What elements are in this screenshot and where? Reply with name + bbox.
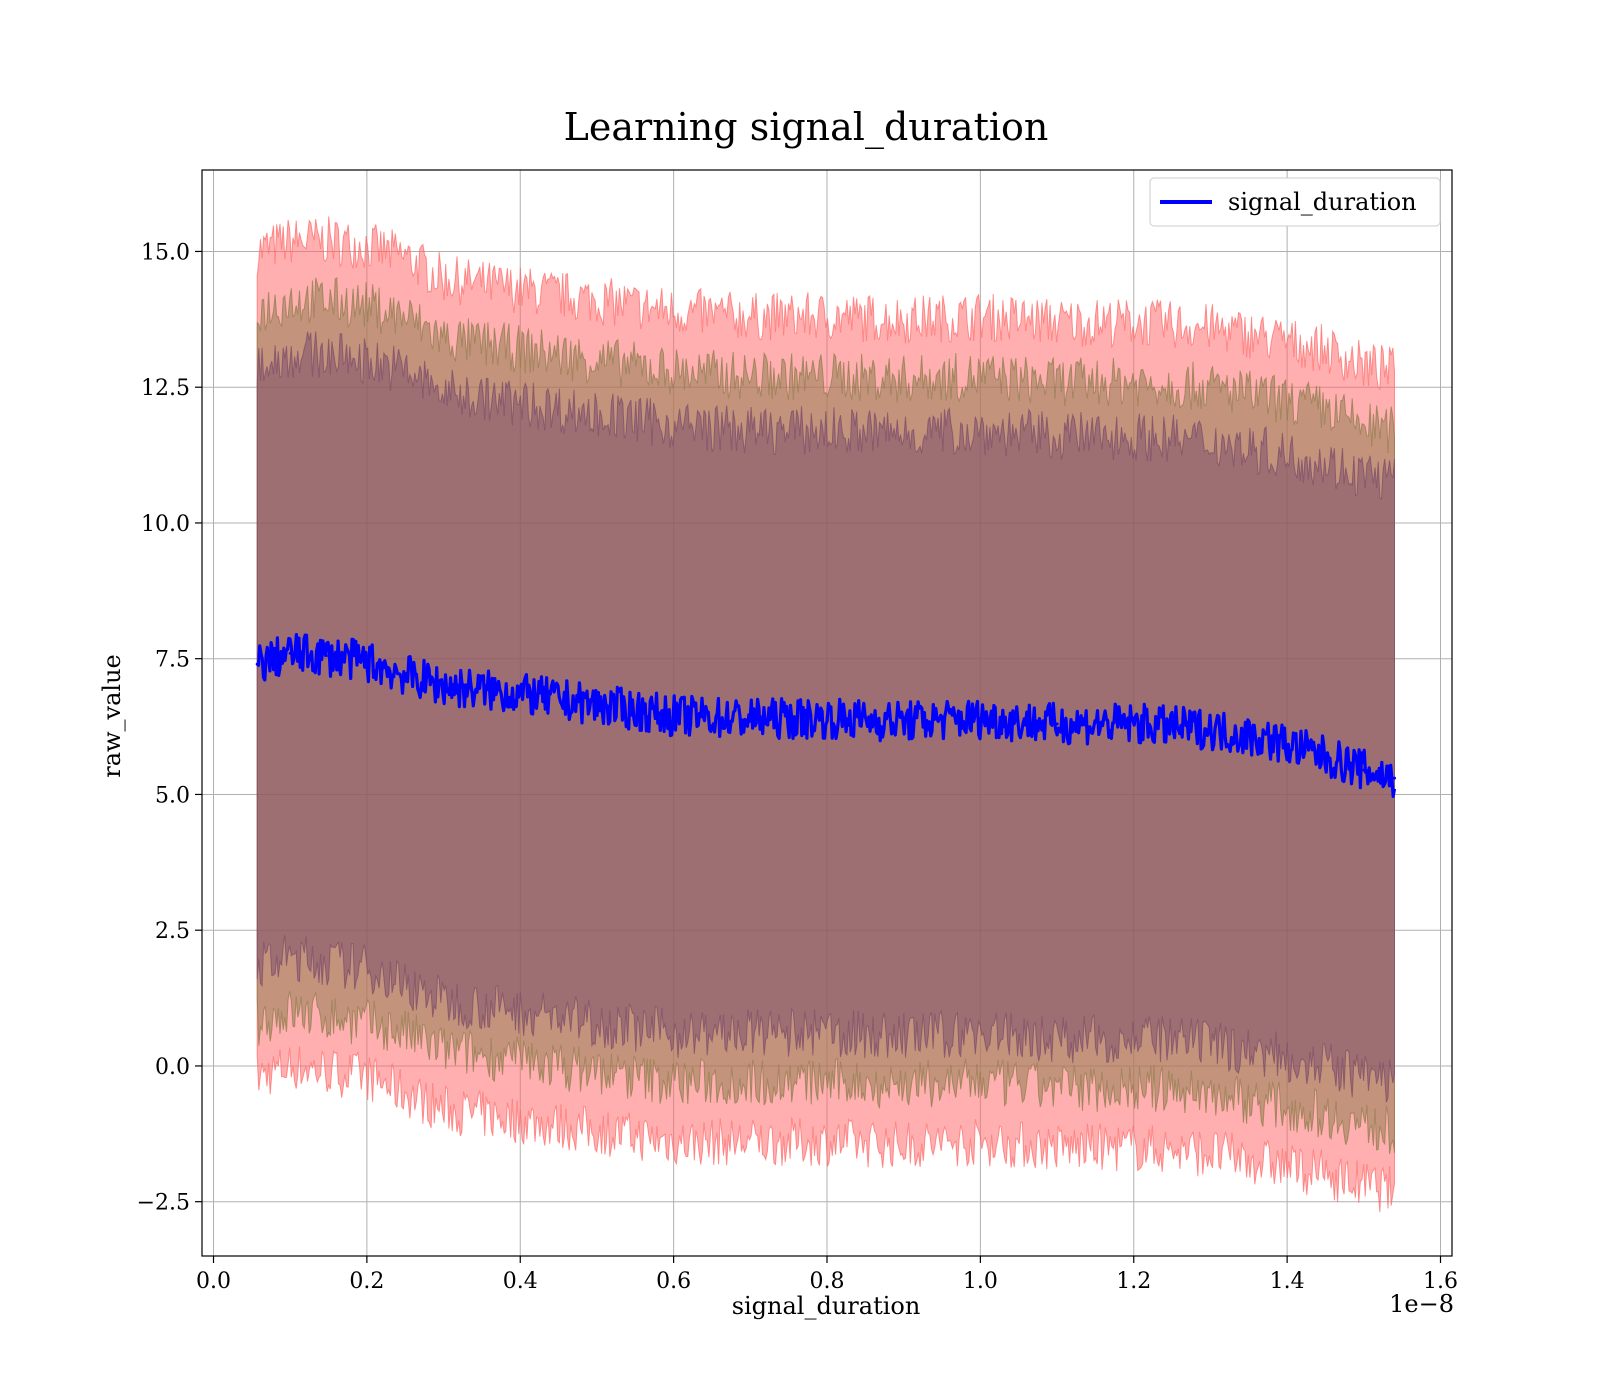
x-axis-offset-label: 1e−8 [1389,1290,1454,1318]
data-point [1362,768,1366,772]
y-axis-label: raw_value [98,654,126,778]
y-tick-label: 0.0 [155,1055,190,1080]
data-point [288,651,292,655]
y-tick-label: −2.5 [137,1191,190,1216]
data-point [1270,738,1274,742]
y-tick-label: 7.5 [155,648,190,673]
data-point [748,716,752,720]
data-point [518,692,522,696]
x-axis-ticks: 0.0 0.2 0.4 0.6 0.8 1.0 1.2 1.4 1.6 [196,1256,1458,1294]
data-point [1208,727,1212,731]
data-point [327,654,331,658]
data-point [595,703,599,707]
legend-box [1149,177,1441,227]
y-tick-label: 12.5 [141,376,190,401]
data-point [255,662,259,666]
data-point [978,716,982,720]
x-tick-label: 0.2 [349,1269,384,1294]
y-tick-label: 10.0 [141,512,190,537]
data-point [1132,722,1136,726]
chart-title: Learning signal_duration [564,105,1049,150]
x-tick-label: 0.6 [656,1269,691,1294]
x-axis-label: signal_duration [732,1292,921,1320]
y-axis-ticks: −2.5 0.0 2.5 5.0 7.5 10.0 12.5 15.0 [137,240,202,1216]
x-tick-label: 0.8 [810,1269,845,1294]
x-tick-label: 1.6 [1423,1269,1458,1294]
x-tick-label: 0.4 [503,1269,538,1294]
legend-entry-signal-duration: signal_duration [1228,188,1417,216]
y-tick-label: 5.0 [155,783,190,808]
bands [256,216,1395,1213]
data-point [1055,722,1059,726]
data-point [365,659,369,663]
lines [255,632,1397,799]
y-tick-label: 15.0 [141,240,190,265]
data-point [442,684,446,688]
y-tick-label: 2.5 [155,919,190,944]
series-line-signal_duration [256,632,1397,799]
x-tick-label: 0.0 [196,1269,231,1294]
x-tick-label: 1.4 [1270,1269,1305,1294]
plot-area [201,169,1453,1257]
data-point [403,673,407,677]
data-point [825,716,829,720]
data-point [672,714,676,718]
legend: signal_duration [1149,177,1441,227]
x-tick-label: 1.2 [1116,1269,1151,1294]
data-point [1323,754,1327,758]
x-tick-label: 1.0 [963,1269,998,1294]
data-point [1392,776,1396,780]
data-point [902,719,906,723]
